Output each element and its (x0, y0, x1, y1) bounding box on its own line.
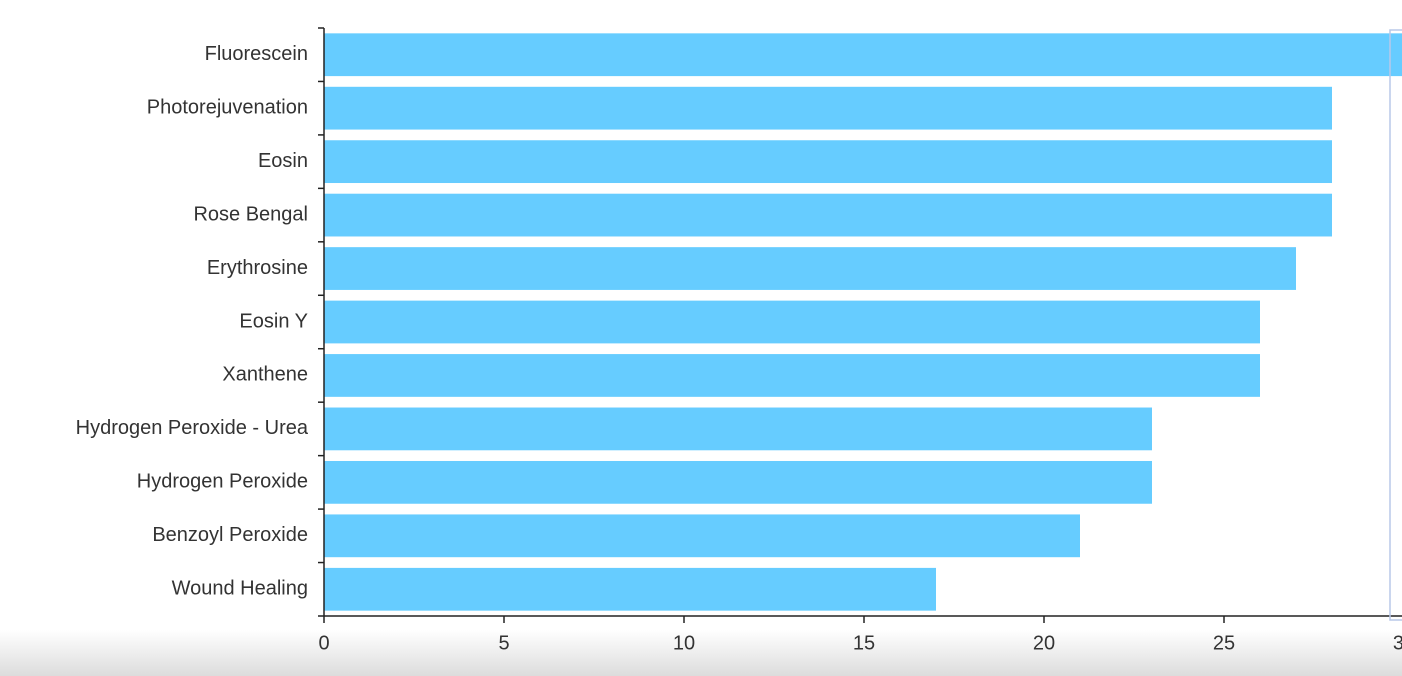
y-tick-label: Hydrogen Peroxide (137, 471, 308, 493)
bar (324, 247, 1296, 290)
y-tick-label: Benzoyl Peroxide (152, 524, 308, 546)
y-tick-label: Rose Bengal (193, 203, 308, 225)
y-tick-label: Erythrosine (207, 257, 308, 279)
plot: Fluorescein Photorejuvenation Eosin Rose Be… (76, 27, 1402, 654)
x-tick-label: 20 (1033, 632, 1055, 654)
x-tick-label: 0 (318, 632, 329, 654)
y-tick-label: Hydrogen Peroxide - Urea (76, 417, 309, 439)
y-tick-label: Eosin Y (239, 310, 308, 332)
y-tick-label: Photorejuvenation (147, 96, 308, 118)
scroll-frame (1389, 29, 1402, 621)
x-tick-label: 10 (673, 632, 695, 654)
x-tick-label: 15 (853, 632, 875, 654)
y-tick-label: Wound Healing (172, 578, 308, 600)
y-tick-label: Fluorescein (205, 43, 308, 65)
x-tick-label: 5 (498, 632, 509, 654)
bar (324, 140, 1332, 184)
y-tick-label: Eosin (258, 150, 308, 172)
bar (324, 460, 1152, 504)
bar (324, 567, 936, 611)
x-tick-label: 25 (1213, 632, 1235, 654)
bar (324, 193, 1332, 237)
bar (324, 300, 1260, 344)
bar (324, 33, 1402, 77)
bar (324, 86, 1332, 130)
bottom-shade (0, 630, 1402, 676)
x-tick-label: 30 (1393, 632, 1402, 654)
bar (324, 514, 1080, 558)
bar (324, 407, 1152, 451)
bar (324, 354, 1260, 397)
y-tick-label: Xanthene (222, 364, 308, 386)
